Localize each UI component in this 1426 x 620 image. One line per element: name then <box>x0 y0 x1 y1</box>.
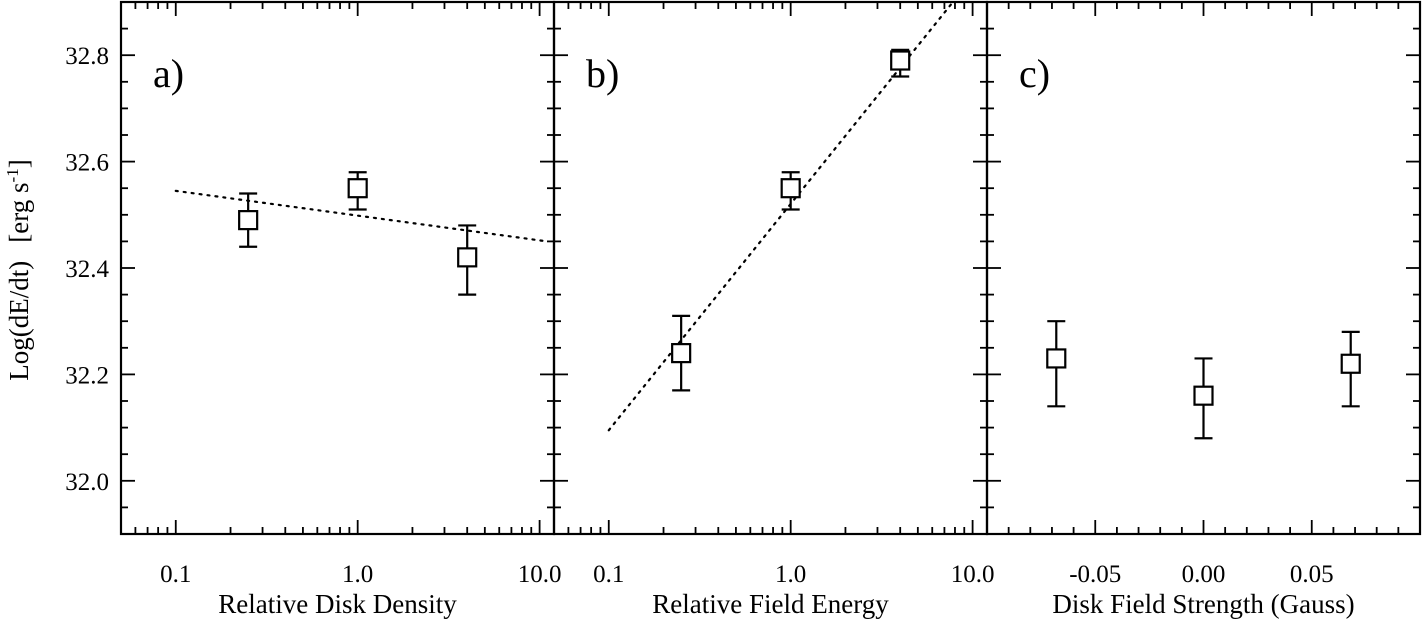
data-marker <box>238 210 259 231</box>
x-axis-title: Relative Disk Density <box>218 589 457 619</box>
panel-label: b) <box>586 51 619 96</box>
data-point <box>238 192 259 248</box>
panel-label: a) <box>153 51 184 96</box>
y-axis-title-main: Log(dE/dt) <box>4 261 34 381</box>
x-tick-label: 0.05 <box>1290 561 1334 588</box>
x-axis-title: Disk Field Strength (Gauss) <box>1052 589 1354 619</box>
panel-b: 0.1 1.0 10.0 Relative Field Energy b) <box>552 0 995 619</box>
x-tick-label: 1.0 <box>342 561 373 588</box>
y-tick-label: 32.8 <box>65 43 109 70</box>
data-marker <box>780 178 801 199</box>
y-tick-label: 32.2 <box>65 362 109 389</box>
fit-line <box>174 189 549 243</box>
data-point <box>780 171 801 211</box>
y-tick-label: 32.0 <box>65 469 109 496</box>
data-point <box>457 224 478 296</box>
panel-label: c) <box>1019 51 1050 96</box>
y-axis-title: Log(dE/dt) [erg s-1] <box>3 159 34 380</box>
data-point <box>1193 357 1214 440</box>
data-point <box>671 314 692 392</box>
data-point <box>347 171 368 211</box>
panels: 32.0 32.2 32.4 32.6 32.8 0.1 1.0 10.0 Relative D… <box>65 0 1422 619</box>
data-marker <box>347 178 368 199</box>
data-point <box>1046 320 1067 408</box>
data-point <box>890 48 911 78</box>
y-axis-title-close: ] <box>4 159 34 168</box>
plot-frame <box>985 0 1422 536</box>
x-tick-label: 0.1 <box>160 561 191 588</box>
x-tick-label: 10.0 <box>518 561 562 588</box>
data-point <box>1340 330 1361 408</box>
y-tick-label: 32.6 <box>65 150 109 177</box>
x-tick-label: 0.1 <box>593 561 624 588</box>
svg-text:Log(dE/dt)[erg s-1]: Log(dE/dt) [erg s-1] <box>3 159 34 380</box>
x-tick-label: 10.0 <box>951 561 995 588</box>
panel-a: 32.0 32.2 32.4 32.6 32.8 0.1 1.0 10.0 Relative D… <box>65 0 562 619</box>
fit-line <box>607 0 955 432</box>
data-marker <box>1340 353 1361 374</box>
data-marker <box>890 50 911 71</box>
x-tick-label: 1.0 <box>775 561 806 588</box>
y-tick-label: 32.4 <box>65 256 109 283</box>
y-axis-title-exponent: -1 <box>3 168 22 182</box>
data-marker <box>1193 385 1214 406</box>
data-marker <box>671 343 692 364</box>
y-axis-title-units: [erg s <box>4 182 34 242</box>
x-tick-label: 0.00 <box>1182 561 1226 588</box>
x-axis-title: Relative Field Energy <box>652 589 889 619</box>
plot-frame <box>119 0 556 536</box>
data-marker <box>457 247 478 268</box>
data-marker <box>1046 348 1067 369</box>
x-tick-label: -0.05 <box>1069 561 1121 588</box>
